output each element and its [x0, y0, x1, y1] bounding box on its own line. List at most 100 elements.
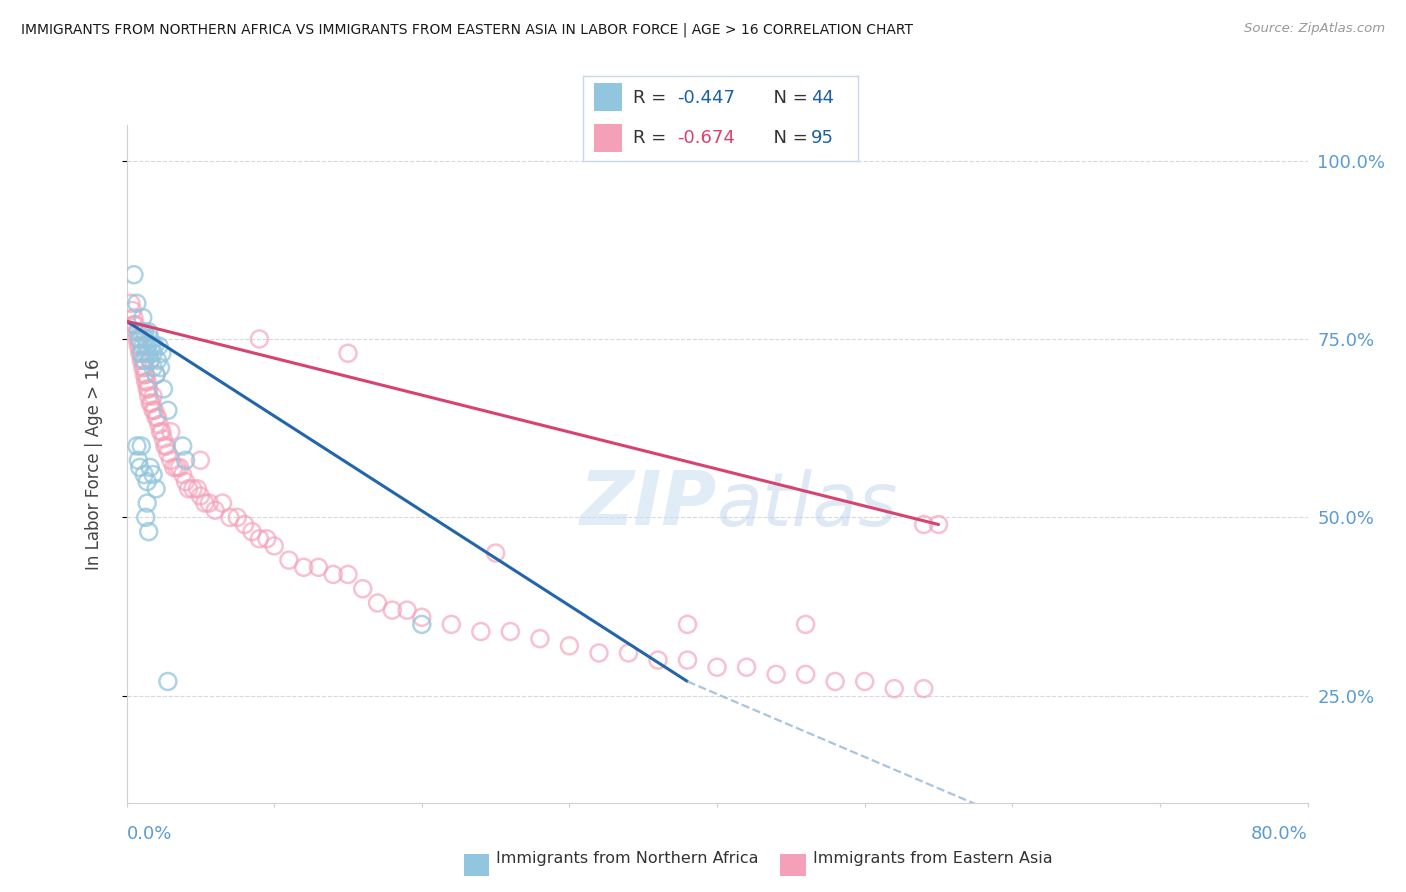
- Point: [134, 325, 156, 339]
- Point: [156, 674, 179, 689]
- Text: -0.447: -0.447: [676, 89, 735, 107]
- Text: N =: N =: [762, 89, 813, 107]
- Text: 80.0%: 80.0%: [1251, 825, 1308, 843]
- Point: [912, 517, 935, 532]
- Point: [824, 674, 846, 689]
- Point: [136, 339, 159, 353]
- Point: [588, 646, 610, 660]
- Point: [146, 353, 169, 368]
- Point: [529, 632, 551, 646]
- Point: [139, 332, 162, 346]
- Point: [120, 296, 142, 310]
- Point: [125, 439, 148, 453]
- Point: [440, 617, 463, 632]
- Point: [142, 403, 165, 417]
- Point: [135, 368, 157, 382]
- Point: [558, 639, 581, 653]
- Text: ZIP: ZIP: [579, 468, 717, 541]
- Point: [172, 439, 194, 453]
- Point: [132, 310, 155, 325]
- Point: [134, 368, 156, 382]
- Text: atlas: atlas: [717, 468, 898, 541]
- Point: [240, 524, 263, 539]
- Point: [149, 425, 172, 439]
- Point: [129, 325, 153, 339]
- Point: [172, 467, 194, 482]
- Point: [135, 375, 157, 389]
- Point: [125, 296, 148, 310]
- Text: 0.0%: 0.0%: [127, 825, 172, 843]
- Point: [198, 496, 221, 510]
- Point: [129, 353, 153, 368]
- Point: [411, 617, 433, 632]
- Point: [233, 517, 256, 532]
- Text: -0.674: -0.674: [676, 129, 734, 147]
- Point: [484, 546, 508, 560]
- Point: [125, 332, 148, 346]
- Point: [150, 425, 173, 439]
- Point: [470, 624, 492, 639]
- Point: [142, 389, 165, 403]
- Point: [174, 475, 197, 489]
- Point: [159, 425, 183, 439]
- Point: [177, 482, 200, 496]
- Text: Immigrants from Eastern Asia: Immigrants from Eastern Asia: [813, 851, 1052, 865]
- Point: [411, 610, 433, 624]
- Point: [159, 453, 183, 467]
- Point: [138, 325, 160, 339]
- Text: 44: 44: [811, 89, 834, 107]
- Point: [139, 353, 162, 368]
- Text: 95: 95: [811, 129, 834, 147]
- Point: [155, 439, 177, 453]
- Point: [853, 674, 876, 689]
- Point: [307, 560, 329, 574]
- Point: [883, 681, 905, 696]
- Point: [127, 325, 149, 339]
- Point: [138, 389, 160, 403]
- Point: [211, 496, 233, 510]
- Point: [127, 453, 149, 467]
- Point: [174, 453, 197, 467]
- Point: [122, 310, 145, 325]
- Point: [617, 646, 640, 660]
- Bar: [595, 124, 621, 152]
- Point: [352, 582, 374, 596]
- Point: [765, 667, 787, 681]
- Point: [142, 360, 165, 375]
- Point: [122, 318, 145, 332]
- Text: R =: R =: [633, 89, 672, 107]
- Text: N =: N =: [762, 129, 813, 147]
- Point: [148, 339, 170, 353]
- Point: [676, 617, 699, 632]
- Point: [337, 567, 360, 582]
- Point: [735, 660, 758, 674]
- Point: [135, 510, 157, 524]
- Point: [132, 339, 155, 353]
- Point: [134, 353, 156, 368]
- Point: [132, 360, 155, 375]
- Point: [794, 667, 817, 681]
- Point: [128, 339, 150, 353]
- Point: [143, 339, 166, 353]
- Point: [263, 539, 285, 553]
- Point: [136, 475, 159, 489]
- Point: [141, 396, 163, 410]
- Point: [136, 375, 159, 389]
- Point: [143, 403, 166, 417]
- Point: [928, 517, 950, 532]
- Point: [181, 482, 204, 496]
- Point: [122, 268, 145, 282]
- Point: [396, 603, 419, 617]
- Point: [292, 560, 315, 574]
- Point: [124, 318, 146, 332]
- Point: [156, 403, 179, 417]
- Point: [139, 396, 162, 410]
- Point: [128, 460, 150, 475]
- Point: [337, 346, 360, 360]
- Bar: [595, 84, 621, 112]
- Point: [129, 346, 153, 360]
- Point: [150, 346, 173, 360]
- Text: R =: R =: [633, 129, 672, 147]
- Point: [121, 303, 143, 318]
- Point: [219, 510, 242, 524]
